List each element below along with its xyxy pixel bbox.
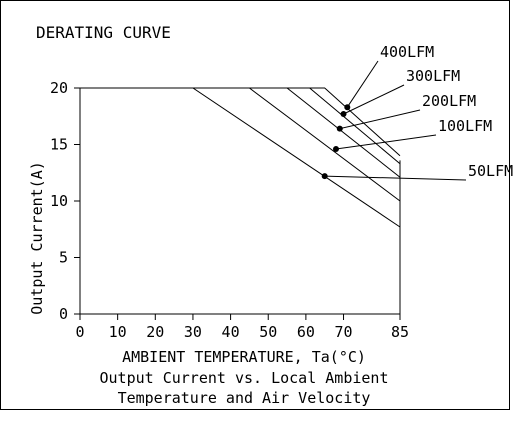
- series-label-50lfm: 50LFM: [468, 162, 513, 180]
- series-marker-50lfm: [321, 173, 328, 180]
- tick-labels: 0 10 20 30 40 50 60 70 85 0 5 10 15 20: [50, 79, 409, 341]
- caption-line-2: Temperature and Air Velocity: [118, 389, 371, 407]
- callout-leader: [339, 109, 421, 130]
- series-marker-100lfm: [333, 146, 339, 153]
- caption-line-1: Output Current vs. Local Ambient: [100, 369, 389, 387]
- x-tick-label: 60: [297, 323, 315, 341]
- chart-title: DERATING CURVE: [36, 23, 171, 42]
- series-marker-400lfm: [344, 104, 351, 111]
- callout-leader: [335, 134, 437, 150]
- plot-area: [80, 87, 401, 228]
- x-tick-label: 20: [146, 323, 164, 341]
- y-tick-label: 10: [50, 192, 68, 210]
- x-tick-label: 85: [391, 323, 409, 341]
- x-axis-label: AMBIENT TEMPERATURE, Ta(°C): [122, 348, 366, 366]
- y-tick-label: 0: [59, 305, 68, 323]
- x-tick-label: 0: [75, 323, 84, 341]
- x-tick-label: 70: [334, 323, 352, 341]
- series-marker-200lfm: [336, 125, 343, 132]
- series-label-100lfm: 100LFM: [438, 117, 492, 135]
- x-tick-label: 50: [259, 323, 277, 341]
- x-tick-label: 10: [109, 323, 127, 341]
- series-label-200lfm: 200LFM: [422, 92, 476, 110]
- y-tick-label: 5: [59, 249, 68, 267]
- axes: [79, 88, 401, 315]
- callout-leader: [343, 84, 405, 115]
- series-label-300lfm: 300LFM: [406, 67, 460, 85]
- callout-leader: [324, 175, 467, 181]
- series-line-200lfm: [80, 87, 401, 178]
- series-callouts: 50LFM 100LFM 200LFM 300LFM 400LFM: [321, 43, 513, 181]
- series-line-400lfm: [80, 87, 401, 157]
- frame-border: [0, 0, 510, 410]
- x-tick-label: 40: [222, 323, 240, 341]
- series-line-50lfm: [80, 87, 401, 228]
- y-tick-label: 20: [50, 79, 68, 97]
- y-axis-label: Output Current(A): [28, 161, 46, 315]
- callout-leader: [346, 60, 379, 108]
- series-line-100lfm: [80, 87, 401, 202]
- series-label-400lfm: 400LFM: [380, 43, 434, 61]
- series-marker-300lfm: [340, 110, 347, 117]
- y-tick-label: 15: [50, 136, 68, 154]
- x-tick-label: 30: [184, 323, 202, 341]
